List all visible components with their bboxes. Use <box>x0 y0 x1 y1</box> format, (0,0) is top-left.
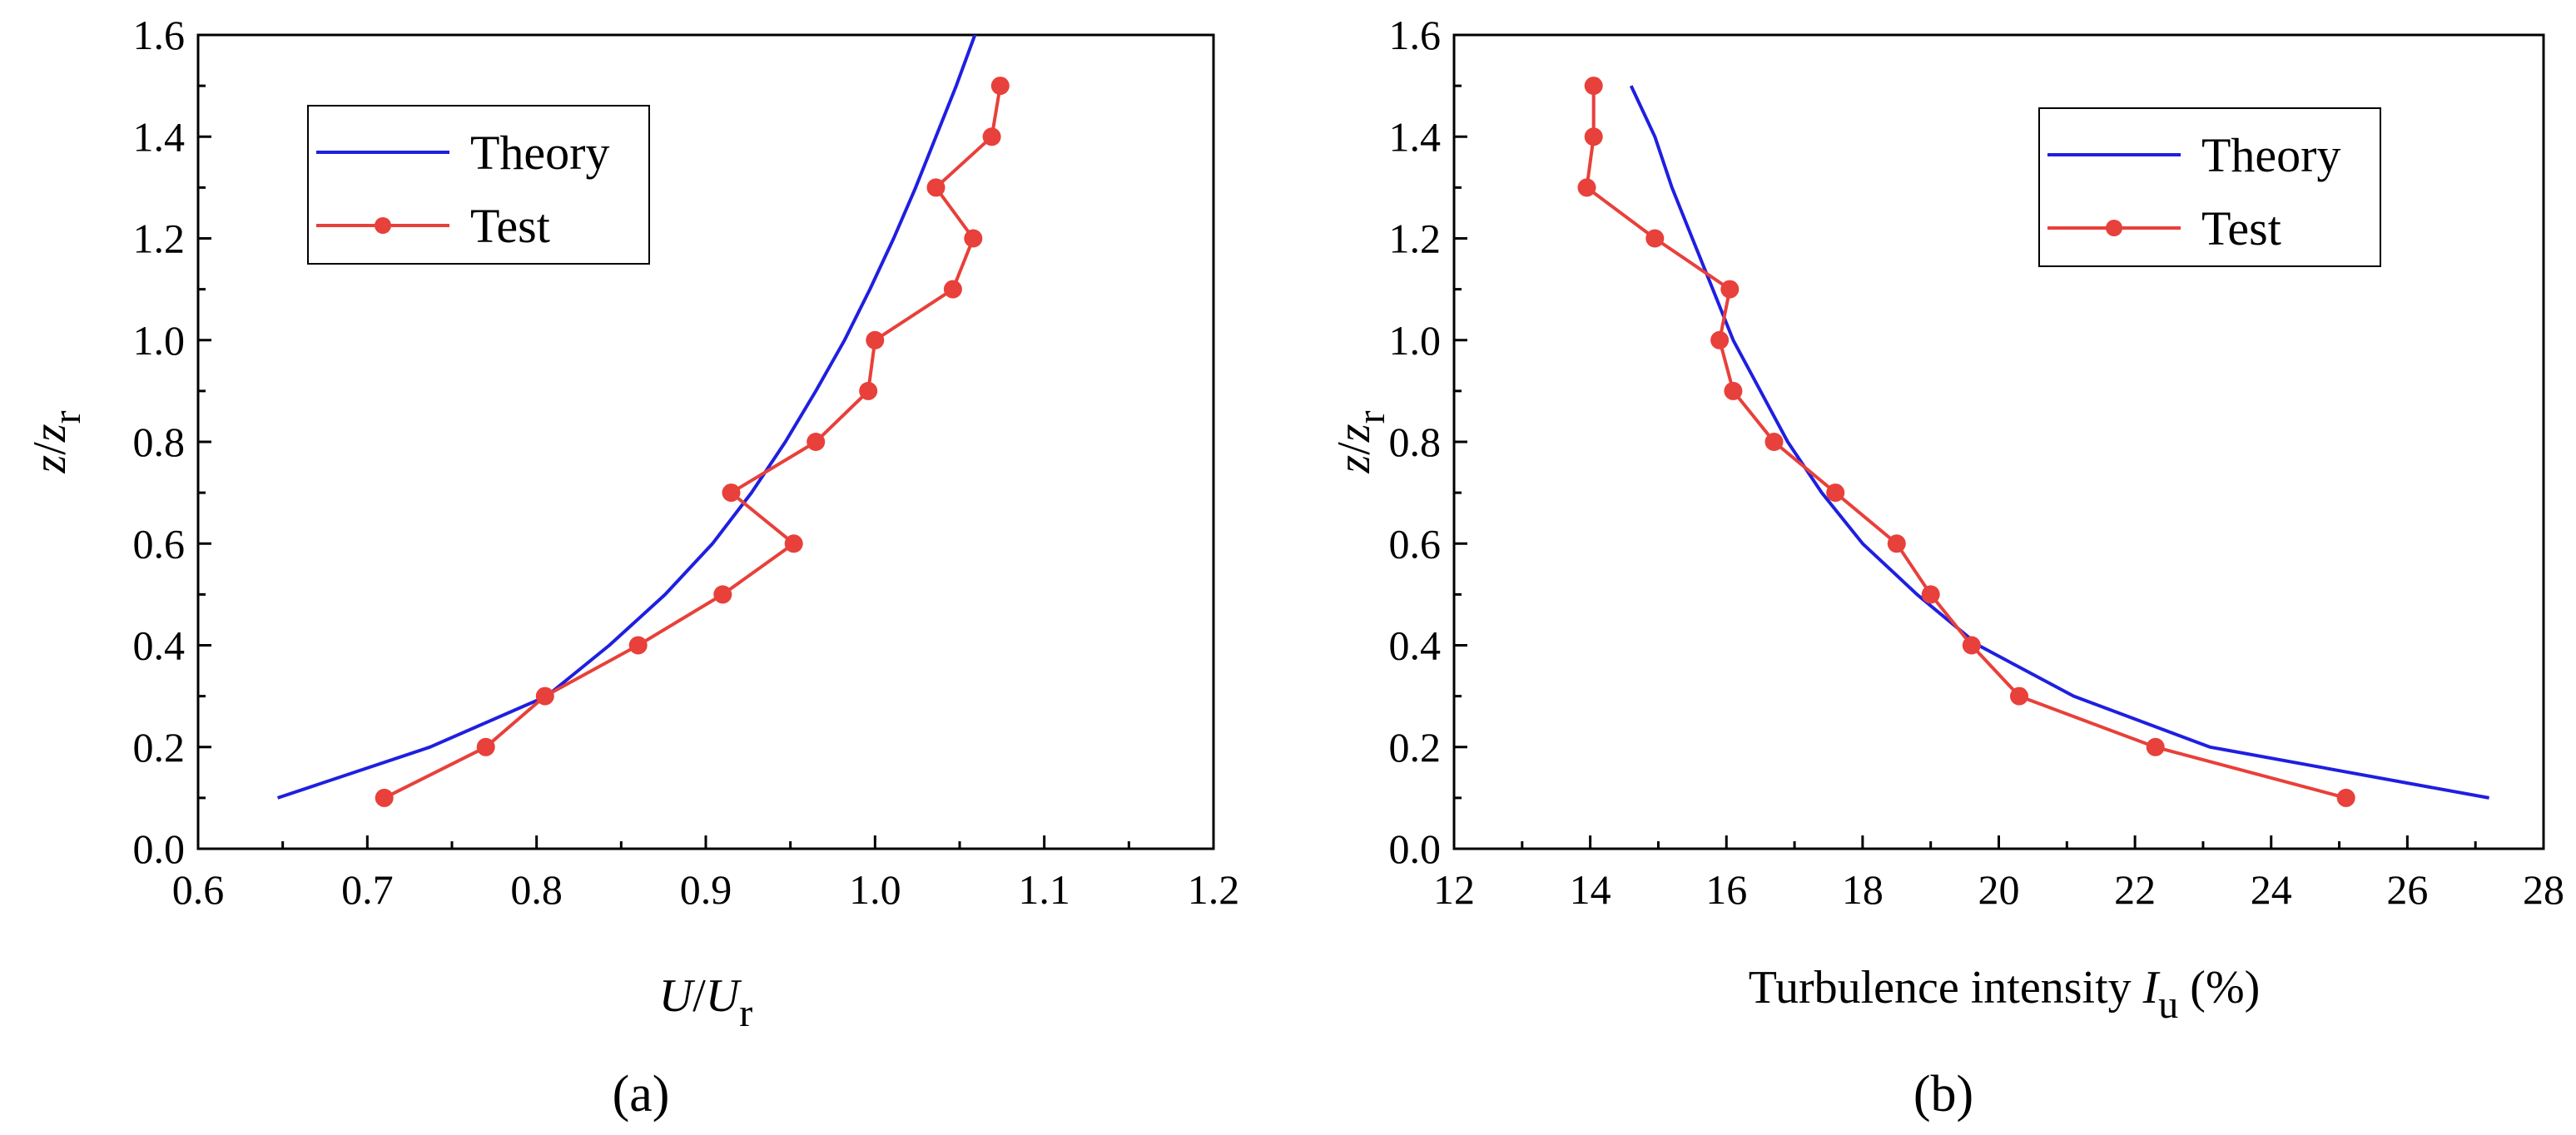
y-tick-label-a: 0.0 <box>133 825 186 872</box>
x-ticks-a: 0.6 0.7 0.8 0.9 1.0 1.1 1.2 <box>172 835 1240 913</box>
y-tick-label-a: 0.2 <box>133 724 186 771</box>
y-tick-label-a: 1.6 <box>133 12 186 58</box>
test-point-a <box>807 433 826 451</box>
panel-label-b: (b) <box>1913 1066 1973 1123</box>
test-point-a <box>859 381 878 400</box>
test-point-a <box>866 330 885 349</box>
y-axis-label-a: z/zr <box>24 410 89 473</box>
chart-panel-b: 12 14 16 18 20 22 24 26 28 0.0 0.2 0.4 0.6 0.8 1.0 1.2… <box>1328 12 2564 1123</box>
y-tick-label-b: 0.6 <box>1389 520 1442 567</box>
y-tick-label-b: 0.4 <box>1389 622 1442 669</box>
x-tick-label-b: 16 <box>1705 866 1747 913</box>
legend-test-label-a: Test <box>470 199 550 253</box>
legend-test-label-b: Test <box>2201 201 2281 255</box>
test-point-a <box>713 585 732 604</box>
test-point-b <box>1921 585 1940 604</box>
y-tick-label-b: 1.0 <box>1389 317 1442 364</box>
test-point-b <box>1887 534 1906 553</box>
test-point-b <box>1764 433 1784 451</box>
test-point-b <box>2010 686 2028 706</box>
x-tick-label-a: 1.0 <box>849 866 901 913</box>
y-tick-label-b: 0.0 <box>1389 825 1442 872</box>
x-tick-label-b: 18 <box>1842 866 1884 913</box>
test-point-b <box>1724 381 1743 400</box>
y-ticks-a: 0.0 0.2 0.4 0.6 0.8 1.0 1.2 1.4 1.6 <box>133 12 211 872</box>
y-tick-label-b: 0.8 <box>1389 419 1442 465</box>
x-tick-label-a: 1.2 <box>1188 866 1240 913</box>
test-point-a <box>535 686 554 706</box>
x-axis-label-a: U/Ur <box>659 970 752 1035</box>
x-tick-label-b: 22 <box>2114 866 2156 913</box>
legend-a: Theory Test <box>307 105 650 265</box>
y-ticks-b: 0.0 0.2 0.4 0.6 0.8 1.0 1.2 1.4 1.6 <box>1389 12 1467 872</box>
test-point-a <box>943 280 962 299</box>
x-tick-label-a: 0.8 <box>510 866 563 913</box>
y-tick-label-a: 0.4 <box>133 622 186 669</box>
x-tick-label-b: 26 <box>2386 866 2428 913</box>
y-tick-label-b: 1.6 <box>1389 12 1442 58</box>
test-point-b <box>1826 483 1845 503</box>
y-tick-label-a: 0.8 <box>133 419 186 465</box>
test-point-b <box>1710 330 1730 349</box>
y-tick-label-b: 1.2 <box>1389 216 1442 262</box>
test-point-a <box>375 788 394 807</box>
x-tick-label-a: 0.7 <box>341 866 394 913</box>
panel-label-a: (a) <box>613 1066 670 1123</box>
test-point-b <box>2146 737 2165 756</box>
test-point-b <box>1645 229 1665 248</box>
test-point-b <box>1584 77 1603 96</box>
x-tick-label-b: 14 <box>1570 866 1611 913</box>
y-tick-label-a: 1.4 <box>133 113 186 160</box>
legend-test-marker-a <box>375 217 391 234</box>
y-tick-label-a: 1.0 <box>133 317 186 364</box>
theory-line-a <box>276 35 977 800</box>
y-axis-label-b: z/zr <box>1328 410 1393 473</box>
y-tick-label-b: 0.2 <box>1389 724 1442 771</box>
test-point-b <box>1584 127 1603 146</box>
x-axis-label-b: Turbulence intensity Iu (%) <box>1749 962 2261 1027</box>
test-point-a <box>628 636 648 655</box>
x-tick-label-b: 28 <box>2523 866 2564 913</box>
markers-group-a <box>375 77 1010 807</box>
legend-theory-label-a: Theory <box>470 126 610 180</box>
legend-box-a <box>307 105 650 265</box>
test-point-a <box>476 737 495 756</box>
test-point-b <box>1962 636 1981 655</box>
test-point-b <box>2336 788 2355 807</box>
test-point-a <box>982 127 1001 146</box>
test-point-a <box>990 77 1010 96</box>
legend-test-marker-b <box>2106 220 2122 236</box>
x-tick-label-b: 24 <box>2251 866 2292 913</box>
x-ticks-b: 12 14 16 18 20 22 24 26 28 <box>1433 835 2564 913</box>
markers-group-b <box>1577 77 2355 807</box>
legend-box-b <box>2038 107 2381 267</box>
test-point-a <box>784 534 803 553</box>
x-tick-label-a: 0.9 <box>680 866 732 913</box>
x-tick-label-b: 20 <box>1978 866 2020 913</box>
legend-b: Theory Test <box>2038 107 2381 267</box>
x-tick-label-a: 0.6 <box>172 866 225 913</box>
test-point-b <box>1720 280 1740 299</box>
test-point-a <box>722 483 741 503</box>
test-point-b <box>1577 178 1596 197</box>
legend-theory-label-b: Theory <box>2201 128 2341 182</box>
test-point-a <box>926 178 946 197</box>
y-tick-label-a: 0.6 <box>133 520 186 567</box>
test-point-a <box>964 229 983 248</box>
x-tick-label-b: 12 <box>1433 866 1475 913</box>
chart-panel-a: 0.6 0.7 0.8 0.9 1.0 1.1 1.2 0.0 0.2 0.4 0.6 0.8 1.0… <box>24 12 1240 1123</box>
y-tick-label-a: 1.2 <box>133 216 186 262</box>
x-tick-label-a: 1.1 <box>1018 866 1070 913</box>
theory-line-b <box>1629 85 2489 800</box>
y-tick-label-b: 1.4 <box>1389 113 1442 160</box>
